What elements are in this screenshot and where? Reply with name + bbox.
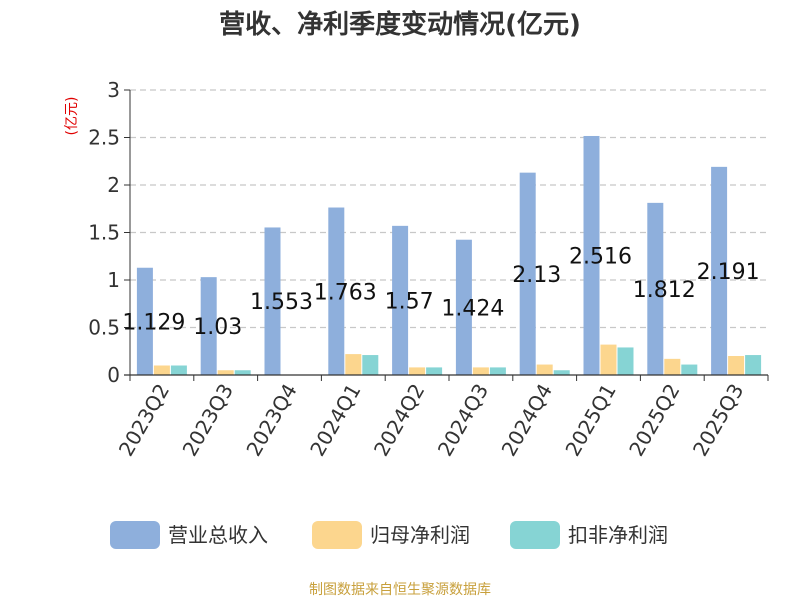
- data-label: 1.57: [385, 289, 434, 314]
- bar-2-2025Q1: [600, 344, 617, 375]
- legend[interactable]: 营业总收入 归母净利润 扣非净利润: [110, 521, 668, 549]
- bar-2-2025Q3: [728, 356, 745, 375]
- x-tick-label: 2025Q1: [560, 380, 620, 461]
- bar-1-2023Q4: [264, 227, 281, 375]
- data-label: 1.763: [314, 280, 377, 305]
- bar-1-2025Q2: [647, 202, 664, 375]
- bar-1-2024Q2: [392, 225, 409, 375]
- legend-swatch: [510, 521, 560, 549]
- bar-2-2024Q2: [409, 367, 426, 375]
- bar-1-2025Q1: [583, 135, 600, 375]
- y-tick-label: 1.5: [88, 221, 120, 245]
- data-label: 2.13: [512, 263, 561, 288]
- bar-2-2023Q2: [153, 365, 170, 375]
- bar-3-2024Q4: [553, 370, 570, 375]
- y-tick-label: 0: [107, 363, 120, 387]
- y-tick-label: 1: [107, 268, 120, 292]
- legend-item-1[interactable]: 营业总收入: [110, 521, 268, 549]
- x-tick-labels: 2023Q2 2023Q3 2023Q4 2024Q1 2024Q2 2024Q3 2024…: [114, 380, 749, 461]
- bar-1-2025Q3: [711, 166, 728, 375]
- bar-2-2024Q4: [536, 364, 553, 375]
- x-tick-label: 2023Q4: [241, 380, 301, 461]
- legend-label: 扣非净利润: [568, 523, 668, 547]
- chart-title: 营收、净利季度变动情况(亿元): [219, 9, 581, 40]
- bar-1-2023Q2: [136, 267, 153, 375]
- data-label: 1.03: [193, 315, 242, 340]
- legend-swatch: [110, 521, 160, 549]
- data-labels: 1.129 1.03 1.553 1.763 1.57 1.424 2.13 2.5161.8…: [122, 244, 759, 340]
- y-axis-label: (亿元): [64, 97, 80, 136]
- bar-2-2023Q3: [217, 370, 234, 375]
- x-axis: [124, 90, 769, 381]
- bar-3-2025Q1: [617, 347, 634, 375]
- data-label: 1.129: [122, 310, 185, 335]
- x-tick-label: 2025Q2: [624, 380, 684, 461]
- x-tick-label: 2023Q2: [114, 380, 174, 461]
- bar-3-2024Q2: [426, 367, 443, 375]
- legend-label: 营业总收入: [168, 523, 268, 547]
- y-tick-label: 3: [107, 78, 120, 102]
- bar-3-2025Q3: [745, 355, 762, 375]
- x-tick-label: 2023Q3: [178, 380, 238, 461]
- bar-1-2024Q1: [328, 207, 345, 375]
- data-label: 1.553: [250, 290, 313, 315]
- y-tick-label: 2: [107, 173, 120, 197]
- source-note: 制图数据来自恒生聚源数据库: [309, 582, 491, 598]
- x-tick-label: 2025Q3: [688, 380, 748, 461]
- bar-2-2024Q1: [345, 354, 362, 375]
- data-label: 1.424: [441, 296, 504, 321]
- y-tick-label: 0.5: [88, 316, 120, 340]
- bar-1-2024Q3: [455, 239, 472, 375]
- bar-3-2024Q1: [362, 355, 379, 375]
- data-label: 1.812: [633, 278, 696, 303]
- data-label: 2.516: [569, 244, 632, 269]
- bar-3-2024Q3: [489, 367, 506, 375]
- bar-3-2023Q3: [234, 370, 251, 375]
- bar-2-2025Q2: [664, 358, 681, 375]
- bar-3-2023Q2: [170, 365, 187, 375]
- x-tick-label: 2024Q3: [433, 380, 493, 461]
- x-tick-label: 2024Q4: [497, 380, 557, 461]
- legend-item-2[interactable]: 归母净利润: [312, 521, 470, 549]
- bar-2-2024Q3: [472, 367, 489, 375]
- bar-1-2024Q4: [519, 172, 536, 375]
- bar-1-2023Q3: [200, 277, 217, 375]
- bar-3-2025Q2: [681, 364, 698, 375]
- y-tick-label: 2.5: [88, 126, 120, 150]
- x-tick-label: 2024Q1: [305, 380, 365, 461]
- data-label: 2.191: [697, 260, 760, 285]
- legend-label: 归母净利润: [370, 523, 470, 547]
- x-tick-label: 2024Q2: [369, 380, 429, 461]
- y-tick-labels: 0 0.5 1 1.5 2 2.5 3: [88, 78, 120, 387]
- legend-item-3[interactable]: 扣非净利润: [510, 521, 668, 549]
- bar-series: [136, 135, 762, 375]
- legend-swatch: [312, 521, 362, 549]
